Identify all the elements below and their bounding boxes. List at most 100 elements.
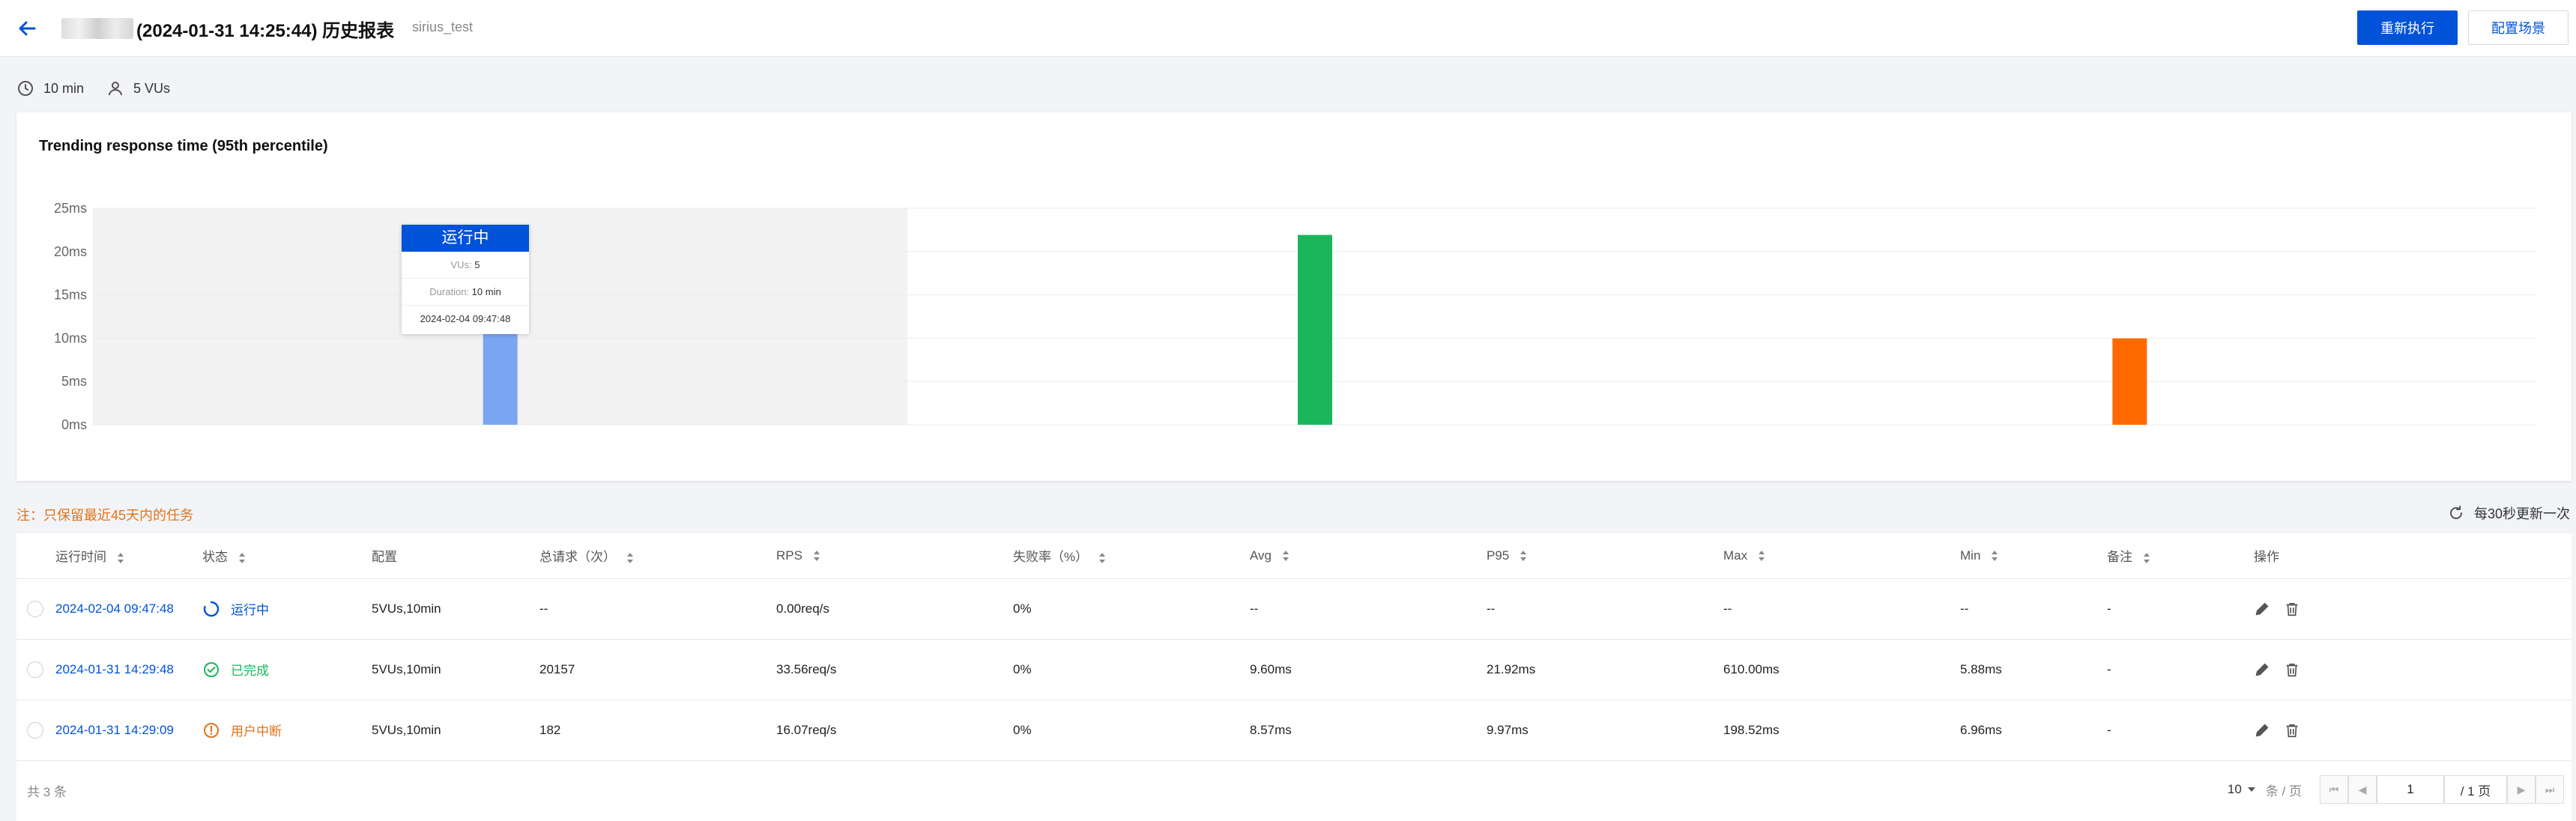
row-select-radio[interactable]: [27, 600, 43, 617]
trash-icon[interactable]: [2284, 661, 2300, 678]
col-status[interactable]: 状态: [202, 533, 372, 579]
col-avg[interactable]: Avg: [1250, 533, 1487, 579]
tooltip-duration-label: Duration:: [429, 286, 470, 297]
y-tick-label: 5ms: [61, 374, 87, 389]
chart-bar[interactable]: [483, 325, 518, 425]
rps-cell: 33.56req/s: [776, 639, 1013, 700]
sort-icon[interactable]: [117, 552, 124, 563]
y-tick-label: 25ms: [54, 201, 87, 216]
col-remark[interactable]: 备注: [2107, 533, 2254, 579]
next-page-icon[interactable]: ▶: [2507, 775, 2536, 804]
chart-bar[interactable]: [2112, 338, 2147, 425]
avg-cell: 8.57ms: [1250, 700, 1487, 761]
tooltip-time: 2024-02-04 09:47:48: [402, 306, 529, 333]
loading-icon: [203, 601, 220, 616]
col-max[interactable]: Max: [1723, 533, 1960, 579]
first-page-icon[interactable]: ⏮: [2320, 775, 2348, 804]
redacted-name-block: [61, 18, 133, 39]
total-count: 共 3 条: [27, 785, 67, 799]
duration-value: 10 min: [43, 80, 85, 96]
scenario-name: sirius_test: [412, 19, 474, 34]
tooltip-duration-value: 10 min: [471, 286, 501, 297]
y-tick-label: 0ms: [61, 417, 87, 432]
run-time-link[interactable]: 2024-01-31 14:29:48: [55, 661, 174, 676]
select-column-header: [16, 533, 55, 579]
pagination: 10 条 / 页 ⏮ ◀ 1 / 1 页 ▶ ⏭: [2228, 775, 2564, 804]
sort-icon[interactable]: [2143, 552, 2150, 563]
sort-icon[interactable]: [238, 552, 246, 563]
fail-rate-cell: 0%: [1013, 700, 1250, 761]
retention-note: 注：只保留最近45天内的任务: [16, 508, 194, 523]
p95-cell: 21.92ms: [1487, 639, 1723, 700]
row-actions: [2254, 601, 2572, 617]
remark-cell: -: [2107, 639, 2254, 700]
col-p95[interactable]: P95: [1487, 533, 1723, 579]
run-time-link[interactable]: 2024-01-31 14:29:09: [55, 722, 174, 737]
sort-icon[interactable]: [1991, 551, 1998, 562]
tooltip-duration: Duration: 10 min: [402, 279, 529, 306]
tooltip-vus: VUs: 5: [402, 252, 529, 279]
p95-cell: 9.97ms: [1487, 700, 1723, 761]
table-row: 2024-02-04 09:47:48 运行中 5VUs,10min -- 0.00re…: [16, 578, 2572, 640]
config-cell: 5VUs,10min: [372, 578, 539, 640]
edit-icon[interactable]: [2254, 601, 2270, 617]
col-config: 配置: [372, 533, 539, 579]
table-footer: 共 3 条 10 条 / 页 ⏮ ◀ 1 / 1 页 ▶ ⏭: [16, 760, 2572, 820]
col-actions: 操作: [2254, 533, 2572, 579]
table-row: 2024-01-31 14:29:48 已完成 5VUs,10min 20157 33.…: [16, 639, 2572, 700]
chart-tooltip: 运行中 VUs: 5 Duration: 10 min 2024-02-04 0…: [402, 225, 529, 334]
vus-value: 5 VUs: [133, 80, 171, 96]
last-page-icon[interactable]: ⏭: [2536, 775, 2564, 804]
sort-icon[interactable]: [813, 551, 820, 562]
min-cell: --: [1960, 578, 2107, 640]
col-run-time[interactable]: 运行时间: [55, 533, 202, 579]
arrow-left-icon[interactable]: [15, 16, 39, 40]
trash-icon[interactable]: [2284, 601, 2300, 617]
p95-cell: --: [1487, 578, 1723, 640]
status-text: 运行中: [231, 603, 269, 617]
page-size-select[interactable]: 10: [2228, 782, 2255, 797]
sort-icon[interactable]: [1520, 551, 1527, 562]
remark-cell: -: [2107, 578, 2254, 640]
caret-down-icon: [2247, 787, 2255, 792]
user-icon: [109, 82, 123, 96]
sort-icon[interactable]: [1758, 551, 1765, 562]
row-select-radio[interactable]: [27, 661, 43, 678]
prev-page-icon[interactable]: ◀: [2348, 775, 2377, 804]
edit-icon[interactable]: [2254, 722, 2270, 739]
history-table: 运行时间 状态 配置 总请求（次） RPS 失败率（%） Avg P95 Max…: [16, 533, 2572, 761]
avg-cell: 9.60ms: [1250, 639, 1487, 700]
y-tick-label: 20ms: [54, 244, 87, 259]
total-requests-cell: 20157: [539, 639, 776, 700]
edit-icon[interactable]: [2254, 661, 2270, 678]
y-tick-label: 10ms: [54, 330, 87, 345]
col-rps[interactable]: RPS: [776, 533, 1013, 579]
clock-icon: [18, 81, 33, 96]
duration-meta: 10 min: [16, 79, 84, 97]
config-cell: 5VUs,10min: [372, 639, 539, 700]
page-number-input[interactable]: 1: [2377, 775, 2444, 804]
y-tick-label: 15ms: [54, 288, 87, 303]
min-cell: 5.88ms: [1960, 639, 2107, 700]
rerun-button[interactable]: 重新执行: [2357, 10, 2458, 45]
status-text: 已完成: [231, 664, 269, 678]
page-title-text: (2024-01-31 14:25:44) 历史报表: [136, 20, 395, 41]
col-fail-rate[interactable]: 失败率（%）: [1013, 533, 1250, 579]
trash-icon[interactable]: [2284, 722, 2300, 739]
run-time-link[interactable]: 2024-02-04 09:47:48: [55, 601, 174, 616]
sort-icon[interactable]: [1098, 552, 1106, 563]
tooltip-vus-value: 5: [474, 259, 480, 270]
row-select-radio[interactable]: [27, 721, 43, 739]
remark-cell: -: [2107, 700, 2254, 761]
refresh-icon[interactable]: [2447, 504, 2465, 522]
sort-icon[interactable]: [1282, 551, 1289, 562]
config-scenario-button[interactable]: 配置场景: [2468, 10, 2569, 45]
auto-refresh[interactable]: 每30秒更新一次: [2447, 503, 2570, 523]
max-cell: 610.00ms: [1723, 639, 1960, 700]
chart-bar[interactable]: [1298, 234, 1332, 425]
col-min[interactable]: Min: [1960, 533, 2107, 579]
col-total-requests[interactable]: 总请求（次）: [539, 533, 776, 579]
tooltip-status: 运行中: [402, 225, 529, 252]
total-requests-cell: --: [539, 578, 776, 640]
sort-icon[interactable]: [626, 552, 634, 563]
